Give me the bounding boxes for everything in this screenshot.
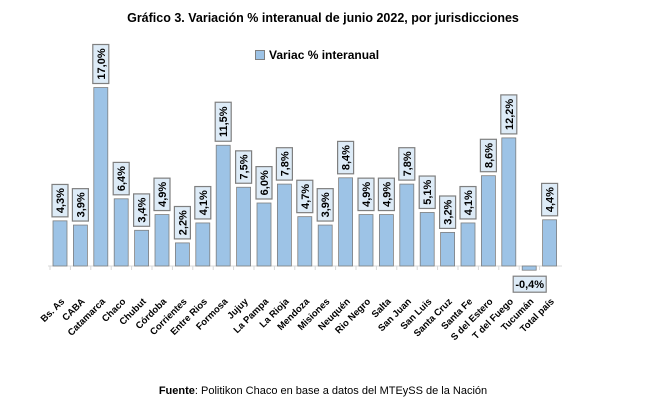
data-label: 4,1% xyxy=(198,190,210,215)
data-label-box xyxy=(512,275,547,293)
bar xyxy=(93,87,109,267)
bar xyxy=(338,177,354,267)
data-label-box xyxy=(500,94,518,135)
bar xyxy=(154,214,170,267)
data-label-box xyxy=(194,185,212,220)
bar xyxy=(52,220,68,267)
data-label-box xyxy=(71,188,90,222)
bar xyxy=(419,212,435,267)
bar xyxy=(134,229,150,267)
data-label-box xyxy=(439,195,457,230)
bar xyxy=(195,222,211,267)
data-label-box xyxy=(540,182,559,217)
data-label-box xyxy=(418,175,436,210)
data-label: 4,9% xyxy=(361,182,373,207)
bar xyxy=(317,224,333,267)
chart-title: Gráfico 3. Variación % interanual de jun… xyxy=(127,11,519,25)
data-label-box xyxy=(153,177,171,212)
bar xyxy=(236,186,252,267)
bar xyxy=(358,214,374,267)
data-label-box xyxy=(459,185,477,220)
bar xyxy=(501,137,517,267)
legend: Variac % interanual xyxy=(255,48,379,62)
data-label: 7,8% xyxy=(279,151,291,176)
source-text: : Politikon Chaco en base a datos del MT… xyxy=(194,385,488,397)
data-label-box xyxy=(398,147,416,181)
bar xyxy=(399,183,415,267)
x-tick-label: Bs. As xyxy=(39,296,67,324)
data-label: 4,4% xyxy=(545,187,557,212)
data-label: 6,0% xyxy=(259,170,271,195)
bar xyxy=(480,175,496,267)
bar xyxy=(521,265,537,271)
bar xyxy=(215,144,231,267)
bar xyxy=(440,231,456,267)
data-label-box xyxy=(51,183,69,218)
data-label: 7,8% xyxy=(402,151,414,176)
data-label: 7,5% xyxy=(239,154,251,179)
data-label-box xyxy=(173,205,191,240)
bar xyxy=(113,198,129,267)
data-label: 3,4% xyxy=(137,197,149,222)
data-label: 8,6% xyxy=(483,143,495,168)
source-label: Fuente xyxy=(158,385,195,397)
data-label: 3,9% xyxy=(320,192,332,217)
data-label-box xyxy=(255,166,273,200)
data-label: 2,2% xyxy=(177,210,189,235)
data-label: 3,9% xyxy=(75,192,87,217)
data-label: 3,2% xyxy=(443,199,455,224)
data-label-box xyxy=(235,150,253,184)
data-label: 6,4% xyxy=(116,166,128,191)
data-label-box xyxy=(92,43,110,85)
data-label: 11,5% xyxy=(218,106,230,137)
data-label-box xyxy=(133,193,151,227)
data-label-box xyxy=(112,161,130,196)
bar xyxy=(542,219,557,267)
bar xyxy=(174,242,190,267)
data-label: 4,7% xyxy=(300,184,312,209)
data-label: 8,4% xyxy=(341,145,353,170)
source-note: Fuente: Politikon Chaco en base a datos … xyxy=(0,385,646,397)
data-label: 4,9% xyxy=(381,182,393,207)
data-label-box xyxy=(296,179,314,214)
data-label: 5,1% xyxy=(422,179,434,204)
data-label-box xyxy=(214,101,232,142)
bar xyxy=(460,222,476,267)
data-label: 4,3% xyxy=(55,188,67,213)
bar xyxy=(276,183,292,267)
data-label-box xyxy=(316,188,334,222)
data-label: 17,0% xyxy=(96,48,108,79)
data-label: 12,2% xyxy=(504,99,516,130)
legend-label: Variac % interanual xyxy=(269,48,380,62)
data-label-box xyxy=(479,138,497,173)
bar xyxy=(256,202,272,267)
bar xyxy=(378,214,394,267)
data-label: 4,1% xyxy=(463,190,475,215)
data-label: -0,4% xyxy=(515,279,544,291)
data-label-box xyxy=(275,147,293,181)
bar xyxy=(297,216,313,267)
bar xyxy=(73,224,88,267)
legend-swatch xyxy=(255,50,265,60)
data-label-box xyxy=(377,177,395,212)
data-label-box xyxy=(357,177,375,212)
data-label-box xyxy=(337,140,355,175)
data-label: 4,9% xyxy=(157,182,169,207)
